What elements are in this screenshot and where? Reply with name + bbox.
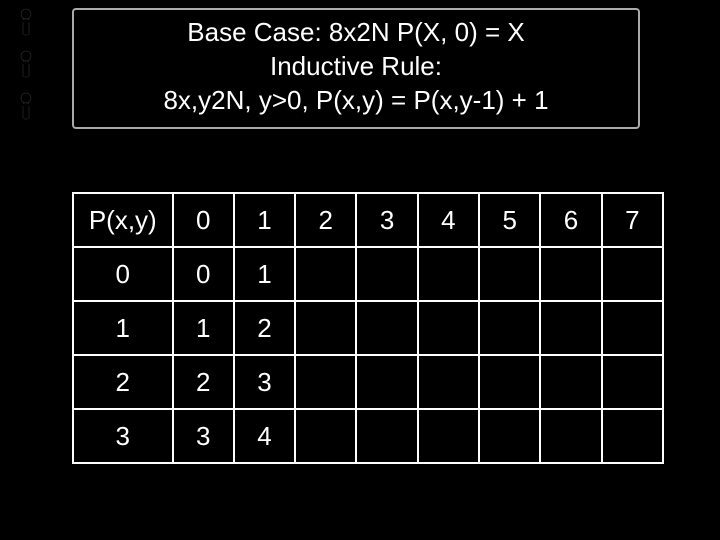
cell bbox=[479, 247, 540, 301]
table-row: 3 3 4 bbox=[73, 409, 663, 463]
function-table: P(x,y) 0 1 2 3 4 5 6 7 0 0 1 1 1 2 bbox=[72, 192, 664, 464]
cell bbox=[602, 301, 663, 355]
table-row: 0 0 1 bbox=[73, 247, 663, 301]
row-header: 2 bbox=[73, 355, 173, 409]
cell: 3 bbox=[234, 355, 295, 409]
header-line-1: Base Case: 8x2N P(X, 0) = X bbox=[92, 16, 620, 50]
cell bbox=[356, 247, 417, 301]
cell bbox=[602, 409, 663, 463]
cell bbox=[479, 301, 540, 355]
cell bbox=[602, 247, 663, 301]
row-header: 3 bbox=[73, 409, 173, 463]
cell bbox=[479, 355, 540, 409]
cell: 3 bbox=[173, 409, 234, 463]
header-box: Base Case: 8x2N P(X, 0) = X Inductive Ru… bbox=[72, 8, 640, 129]
row-header: 1 bbox=[73, 301, 173, 355]
cell bbox=[295, 301, 356, 355]
col-header: 4 bbox=[418, 193, 479, 247]
cell: 2 bbox=[234, 301, 295, 355]
cell bbox=[356, 301, 417, 355]
col-header: 1 bbox=[234, 193, 295, 247]
cell bbox=[295, 247, 356, 301]
cell: 2 bbox=[173, 355, 234, 409]
row-header: 0 bbox=[73, 247, 173, 301]
cell bbox=[540, 301, 601, 355]
cell bbox=[295, 355, 356, 409]
cell bbox=[418, 409, 479, 463]
col-header: 0 bbox=[173, 193, 234, 247]
cell: 1 bbox=[173, 301, 234, 355]
table-row: 2 2 3 bbox=[73, 355, 663, 409]
header-line-3: 8x,y2N, y>0, P(x,y) = P(x,y-1) + 1 bbox=[92, 84, 620, 118]
cell bbox=[540, 247, 601, 301]
cell bbox=[295, 409, 356, 463]
table-corner-cell: P(x,y) bbox=[73, 193, 173, 247]
cell bbox=[418, 247, 479, 301]
cell: 1 bbox=[234, 247, 295, 301]
cell bbox=[356, 355, 417, 409]
cell bbox=[418, 301, 479, 355]
cell: 4 bbox=[234, 409, 295, 463]
cell bbox=[540, 355, 601, 409]
col-header: 6 bbox=[540, 193, 601, 247]
cell bbox=[418, 355, 479, 409]
col-header: 3 bbox=[356, 193, 417, 247]
table-row: P(x,y) 0 1 2 3 4 5 6 7 bbox=[73, 193, 663, 247]
cell bbox=[356, 409, 417, 463]
header-line-2: Inductive Rule: bbox=[92, 50, 620, 84]
col-header: 7 bbox=[602, 193, 663, 247]
col-header: 2 bbox=[295, 193, 356, 247]
cell: 0 bbox=[173, 247, 234, 301]
cell bbox=[479, 409, 540, 463]
table-row: 1 1 2 bbox=[73, 301, 663, 355]
stacked-figures-icon bbox=[4, 6, 48, 136]
table: P(x,y) 0 1 2 3 4 5 6 7 0 0 1 1 1 2 bbox=[72, 192, 664, 464]
col-header: 5 bbox=[479, 193, 540, 247]
cell bbox=[602, 355, 663, 409]
cell bbox=[540, 409, 601, 463]
